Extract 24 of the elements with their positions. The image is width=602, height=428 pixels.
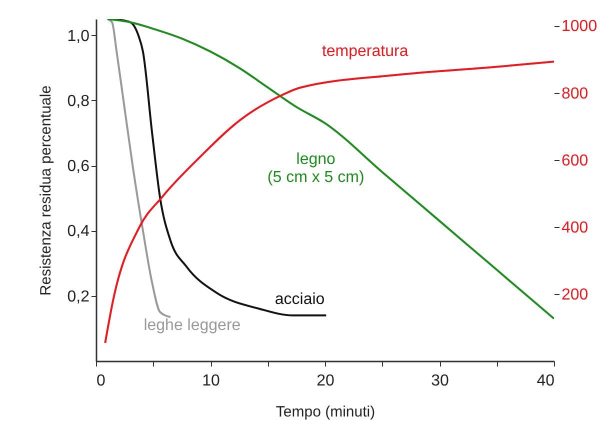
y2-tick-label: 1000 bbox=[562, 18, 598, 36]
x-tick-label: 0 bbox=[96, 372, 106, 390]
line-series bbox=[104, 60, 554, 344]
series-label: legno (5 cm x 5 cm) bbox=[267, 151, 364, 186]
y-axis-title: Resistenza residua percentuale bbox=[37, 85, 54, 296]
y-tick-label: 0,6 bbox=[67, 158, 90, 176]
x-tick-label: 30 bbox=[431, 372, 449, 390]
line-series bbox=[106, 19, 554, 320]
x-tick-label: 40 bbox=[536, 372, 555, 390]
y2-tick-label: 400 bbox=[562, 219, 588, 236]
y2-tick-label: 600 bbox=[562, 152, 588, 170]
y2-tick-label: 200 bbox=[562, 286, 588, 304]
y-tick-label: 1,0 bbox=[67, 28, 90, 45]
x-tick-label: 20 bbox=[316, 372, 334, 390]
y-tick-label: 0,2 bbox=[67, 288, 90, 306]
series-label: leghe leggere bbox=[144, 317, 241, 334]
x-tick-label: 10 bbox=[202, 372, 220, 390]
series-label: acciaio bbox=[274, 291, 325, 308]
y-tick-label: 0,4 bbox=[67, 223, 90, 240]
series-label: temperatura bbox=[322, 42, 408, 60]
y2-tick-label: 800 bbox=[562, 85, 588, 102]
line-series bbox=[106, 19, 172, 318]
y-tick-label: 0,8 bbox=[67, 92, 90, 110]
x-axis-title: Tempo (minuti) bbox=[276, 404, 376, 420]
